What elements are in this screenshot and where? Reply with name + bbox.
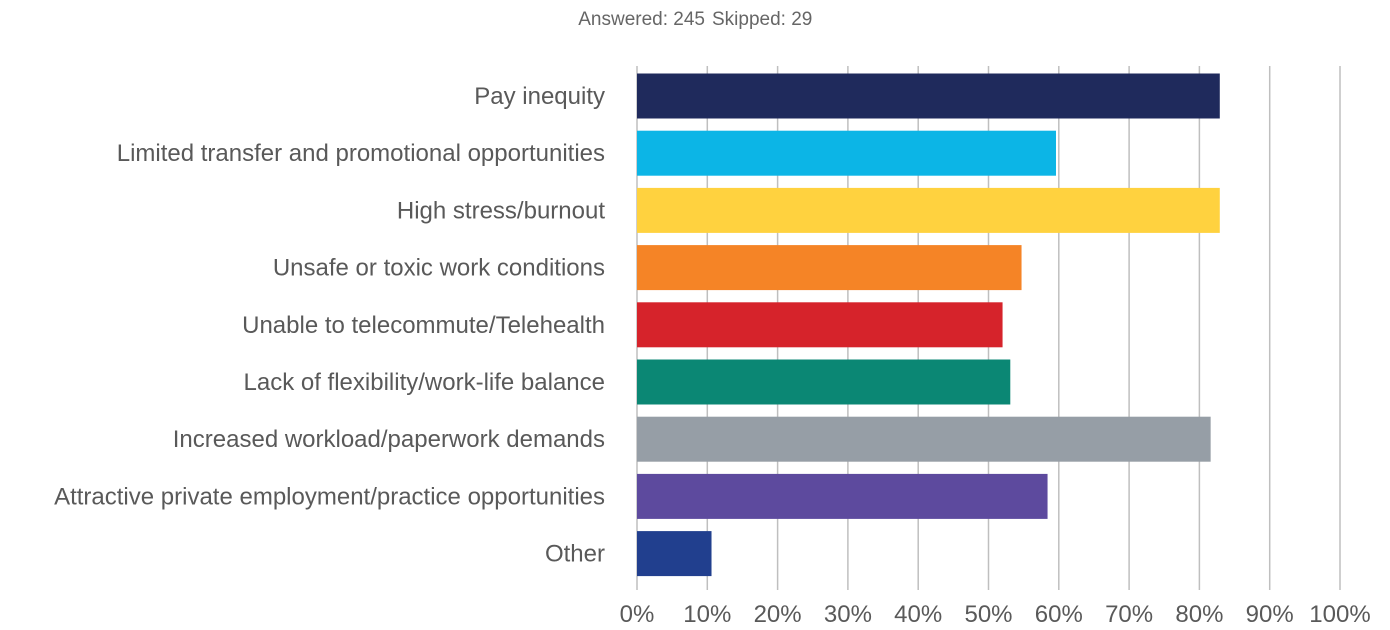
bar [637, 416, 1211, 462]
category-label: High stress/burnout [397, 197, 605, 224]
x-tick-label: 90% [1246, 601, 1294, 628]
chart-summary: Answered: 245 Skipped: 29 [578, 9, 812, 30]
x-tick-label: 0% [620, 601, 655, 628]
x-tick-label: 10% [683, 601, 731, 628]
category-label: Unable to telecommute/Telehealth [242, 312, 605, 339]
skipped-count: Skipped: 29 [712, 9, 812, 30]
category-label: Limited transfer and promotional opportu… [117, 140, 605, 167]
bar [637, 531, 712, 577]
x-tick-label: 20% [754, 601, 802, 628]
category-label: Pay inequity [474, 83, 605, 110]
bar [637, 187, 1220, 233]
x-tick-label: 70% [1105, 601, 1153, 628]
x-tick-label: 80% [1175, 601, 1223, 628]
bar [637, 359, 1011, 405]
x-axis-tick-labels: 0% 10% 20% 30% 40% 50% 60% 70% 80% 90% 100% [620, 601, 1371, 628]
bar [637, 473, 1048, 519]
x-tick-label: 100% [1309, 601, 1370, 628]
x-tick-label: 50% [964, 601, 1012, 628]
category-label: Unsafe or toxic work conditions [273, 255, 605, 282]
category-label: Increased workload/paperwork demands [173, 426, 605, 453]
bar [637, 73, 1220, 119]
x-tick-label: 30% [824, 601, 872, 628]
bar [637, 130, 1056, 176]
answered-count: Answered: 245 [578, 9, 705, 30]
category-label: Attractive private employment/practice o… [54, 483, 605, 510]
x-tick-label: 40% [894, 601, 942, 628]
x-tick-label: 60% [1035, 601, 1083, 628]
category-label: Lack of flexibility/work-life balance [244, 369, 606, 396]
category-labels: Pay inequity Limited transfer and promoti… [54, 83, 605, 568]
category-label: Other [545, 541, 605, 568]
bars [637, 73, 1220, 577]
bar [637, 302, 1003, 348]
bar [637, 245, 1022, 291]
